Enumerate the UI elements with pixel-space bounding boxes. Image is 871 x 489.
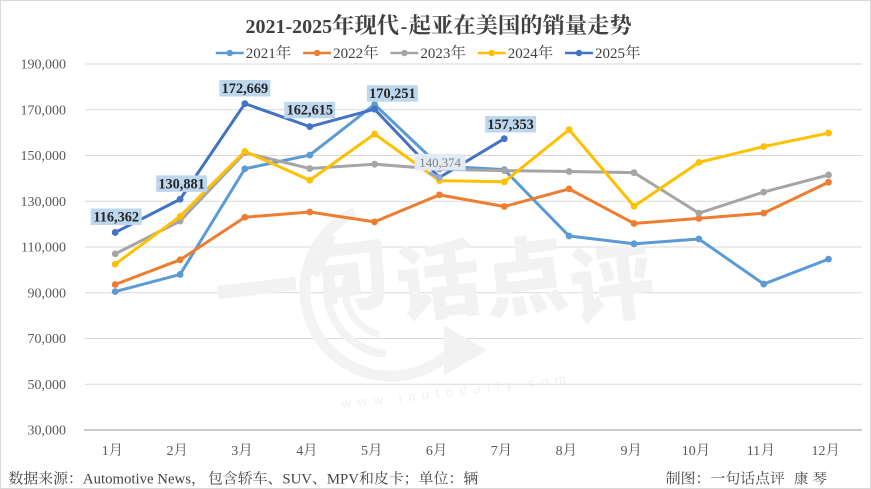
svg-text:2021-2025: 2021-2025 xyxy=(246,16,333,38)
svg-text:172,669: 172,669 xyxy=(222,81,268,97)
svg-text:5: 5 xyxy=(361,444,368,459)
svg-text:162,615: 162,615 xyxy=(287,103,333,119)
svg-text:2022: 2022 xyxy=(333,46,363,62)
svg-text:2025: 2025 xyxy=(595,46,625,62)
svg-text:130,881: 130,881 xyxy=(158,176,204,192)
svg-text:2023: 2023 xyxy=(420,46,450,62)
svg-text:30,000: 30,000 xyxy=(28,424,67,439)
svg-text:116,362: 116,362 xyxy=(93,209,139,225)
svg-text:SUV: SUV xyxy=(282,472,312,488)
svg-text:10: 10 xyxy=(682,444,696,459)
svg-text:MPV: MPV xyxy=(327,472,359,488)
svg-text:6: 6 xyxy=(426,444,433,459)
svg-text:90,000: 90,000 xyxy=(28,286,67,301)
svg-text:7: 7 xyxy=(491,444,498,459)
svg-text:140,374: 140,374 xyxy=(419,156,461,170)
svg-text:4: 4 xyxy=(296,444,303,459)
svg-text:150,000: 150,000 xyxy=(21,149,67,164)
svg-text:170,000: 170,000 xyxy=(21,104,67,119)
svg-text:170,251: 170,251 xyxy=(369,86,415,102)
svg-text:157,353: 157,353 xyxy=(487,117,533,133)
svg-text:8: 8 xyxy=(556,444,563,459)
svg-text:2021: 2021 xyxy=(246,46,276,62)
svg-text:-: - xyxy=(401,16,408,38)
svg-text:Automotive News: Automotive News xyxy=(83,472,191,488)
svg-text:9: 9 xyxy=(621,444,628,459)
svg-text:1: 1 xyxy=(102,444,109,459)
svg-text:110,000: 110,000 xyxy=(21,241,66,256)
svg-text:50,000: 50,000 xyxy=(28,378,67,393)
svg-text:130,000: 130,000 xyxy=(21,195,67,210)
svg-text:70,000: 70,000 xyxy=(28,332,67,347)
svg-text:3: 3 xyxy=(231,444,238,459)
svg-text:190,000: 190,000 xyxy=(21,58,67,73)
svg-text:2024: 2024 xyxy=(508,46,539,62)
svg-text:11: 11 xyxy=(747,444,760,459)
svg-text:2: 2 xyxy=(167,444,174,459)
svg-text:12: 12 xyxy=(812,444,826,459)
